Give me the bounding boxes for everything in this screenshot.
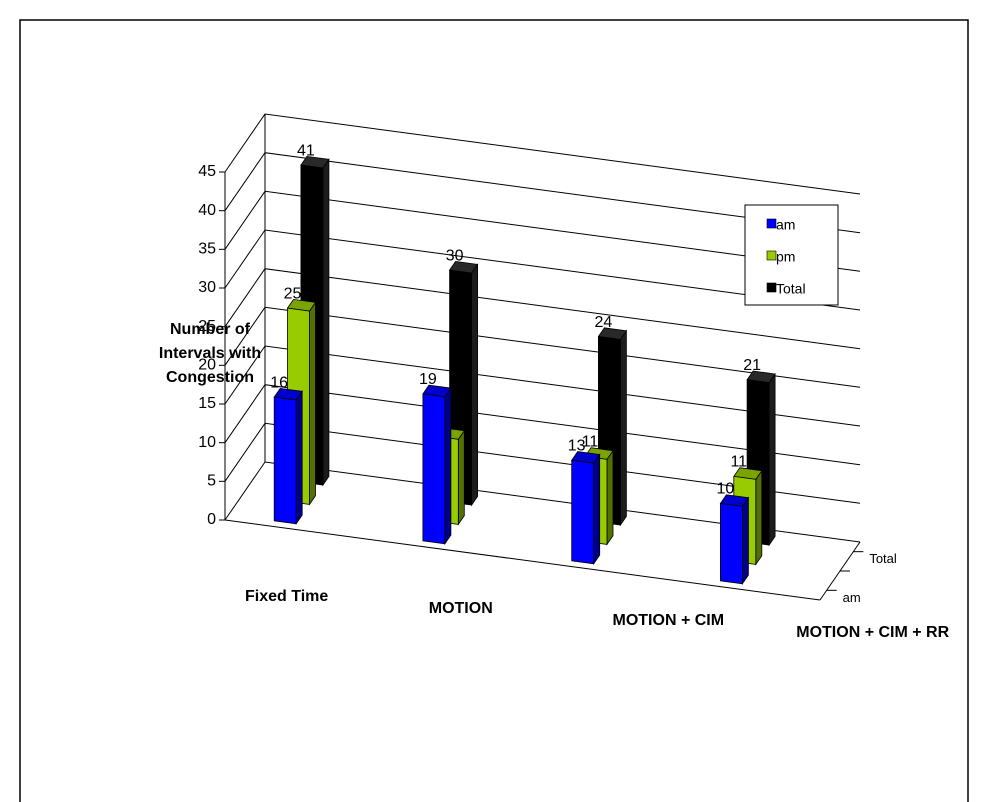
bar-side: [322, 158, 330, 487]
bar-side: [457, 429, 465, 526]
value-label: 10: [717, 481, 735, 498]
legend-swatch: [766, 250, 777, 261]
depth-tick-label: Total: [869, 551, 897, 566]
chart-frame: [19, 19, 969, 802]
y-tick-label: 0: [207, 511, 216, 528]
x-tick-label: Fixed Time: [245, 588, 328, 605]
y-axis-title: Number of Intervals with Congestion: [158, 321, 262, 386]
y-tick-label: 25: [198, 318, 216, 335]
bar-side: [606, 449, 614, 546]
bar-front: [720, 503, 743, 585]
bar-front: [273, 396, 297, 525]
value-label: 19: [419, 371, 437, 388]
value-label: 11: [582, 434, 599, 451]
bar: [570, 451, 601, 566]
y-tick-label: 10: [198, 434, 216, 451]
x-axis: [224, 519, 821, 601]
bar: [422, 384, 452, 546]
bar-side: [593, 453, 601, 566]
bar-side: [295, 390, 303, 526]
bar-side: [768, 372, 776, 547]
bar-front: [422, 393, 446, 545]
x-tick-label: MOTION: [429, 600, 493, 617]
bar-side: [755, 469, 763, 566]
legend-label: pm: [776, 249, 795, 265]
value-label: 11: [730, 454, 747, 471]
y-tick-label: 35: [198, 241, 216, 258]
y-tick-label: 20: [198, 357, 216, 374]
x-tick-label: MOTION + CIM + RR: [796, 624, 949, 641]
bar-side: [444, 386, 452, 546]
bar-side: [742, 496, 749, 586]
value-label: 41: [297, 142, 315, 159]
value-label: 13: [568, 437, 586, 454]
legend-label: Total: [776, 281, 806, 297]
x-tick-label: MOTION + CIM: [613, 612, 725, 629]
bar-side: [620, 329, 627, 527]
bar-front: [571, 459, 595, 565]
legend-swatch: [766, 218, 777, 229]
y-tick-label: 15: [198, 395, 216, 412]
y-tick-label: 5: [207, 473, 216, 490]
legend-label: am: [776, 217, 795, 233]
depth-tick-label: am: [843, 590, 861, 605]
bar: [273, 387, 303, 526]
y-tick-label: 40: [198, 202, 216, 219]
value-label: 24: [594, 314, 612, 331]
legend-box: [744, 204, 839, 306]
legend-swatch: [766, 282, 777, 293]
y-tick-label: 30: [198, 279, 216, 296]
value-label: 21: [743, 357, 761, 374]
bar-side: [471, 263, 479, 507]
value-label: 30: [446, 247, 464, 264]
value-label: 16: [270, 374, 288, 391]
y-tick-label: 45: [198, 163, 216, 180]
bar-side: [309, 301, 316, 506]
bar: [719, 494, 750, 586]
value-label: 25: [284, 285, 302, 302]
